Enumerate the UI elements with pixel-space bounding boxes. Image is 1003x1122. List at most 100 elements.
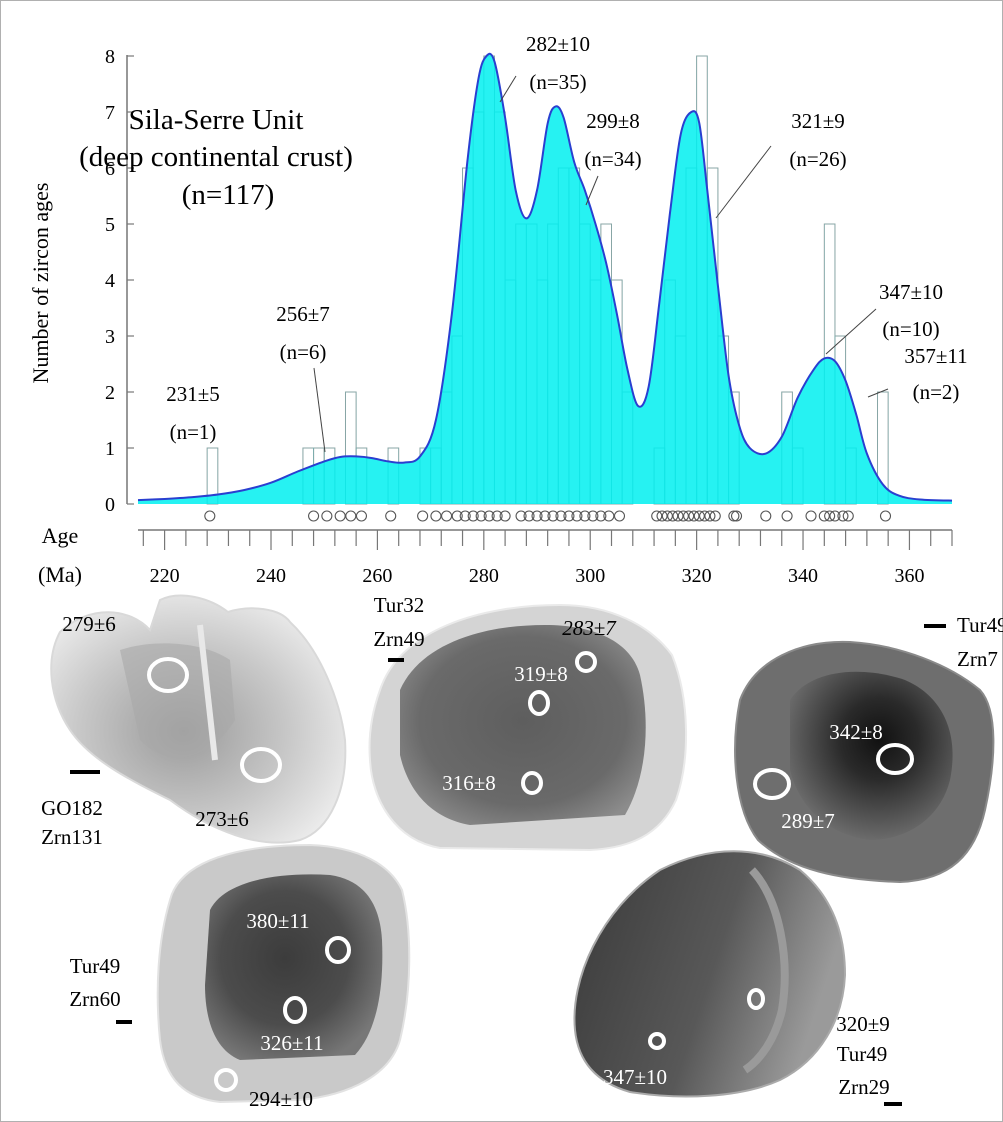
y-ticks: 0 1 2 3 4 5 6 7 8 (105, 46, 134, 516)
age-dot (547, 510, 559, 522)
age-dot (515, 510, 527, 522)
age-dot (385, 510, 397, 522)
y-tick-label: 1 (105, 438, 115, 460)
age-dot (781, 510, 793, 522)
analysis-spot (283, 996, 307, 1024)
analysis-spot (753, 768, 791, 800)
age-dot (531, 510, 543, 522)
age-dot (523, 510, 535, 522)
spot-age-label: 316±8 (442, 771, 496, 795)
x-ticks: 220 240 260 280 300 320 340 360 (142, 530, 953, 587)
age-dot (595, 510, 607, 522)
x-tick-label: 220 (150, 565, 180, 587)
peak-label-value: 256±7 (276, 302, 330, 326)
peak-annotations: 231±5 (n=1) 256±7 (n=6) 282±10 (n=35) 29… (166, 32, 968, 453)
peak-leader-line (499, 75, 517, 103)
peak-label-n: (n=26) (789, 147, 846, 171)
sample-label: Tur49 (957, 613, 1003, 637)
peak-label-n: (n=1) (170, 420, 217, 444)
sample-label: Tur49 (70, 954, 121, 978)
age-dot (818, 510, 830, 522)
analysis-spot (876, 743, 914, 775)
age-dot (499, 510, 511, 522)
age-dot (688, 510, 700, 522)
analysis-spot (575, 651, 597, 673)
spot-age-label: 347±10 (603, 1065, 667, 1089)
age-dot (829, 510, 841, 522)
x-tick-label: 300 (575, 565, 605, 587)
zircon-grain-images: 279±6 273±6 GO182 Zrn131 283±7 319±8 316… (41, 593, 1003, 1111)
grain-label: Zrn7 (957, 647, 998, 671)
grain-tur32-zrn49: 283±7 319±8 316±8 Tur32 Zrn49 (368, 593, 688, 852)
peak-label-n: (n=2) (913, 380, 960, 404)
age-dot (805, 510, 817, 522)
x-tick-label: 280 (469, 565, 499, 587)
age-dot (579, 510, 591, 522)
age-dot (730, 510, 743, 522)
sample-label: Tur49 (837, 1042, 888, 1066)
age-dot (603, 510, 615, 522)
peak-label-value: 347±10 (879, 280, 943, 304)
age-dot (667, 510, 679, 522)
grain-core-zone (205, 874, 383, 1060)
chart-title-line3: (n=117) (182, 179, 275, 211)
age-dot (704, 510, 716, 522)
x-tick-label: 360 (894, 565, 924, 587)
y-tick-label: 0 (105, 494, 115, 516)
y-axis-label: Number of zircon ages (28, 183, 53, 384)
peak-label-value: 299±8 (586, 109, 640, 133)
x-axis-label-line2: (Ma) (38, 562, 82, 587)
chart-title-line1: Sila-Serre Unit (129, 104, 304, 136)
y-tick-label: 2 (105, 382, 115, 404)
spot-age-label: 320±9 (836, 1012, 890, 1036)
spot-age-label: 294±10 (249, 1087, 313, 1111)
age-dot (441, 510, 453, 522)
peak-leader-line (313, 367, 326, 453)
density-curve-line (137, 52, 953, 502)
age-dot (451, 510, 463, 522)
spot-age-label: 380±11 (246, 909, 309, 933)
y-tick-label: 8 (105, 46, 115, 68)
chart-title: Sila-Serre Unit (deep continental crust)… (79, 104, 353, 211)
analysis-spot (521, 771, 543, 795)
peak-label-n: (n=10) (882, 317, 939, 341)
grain-label: Zrn49 (373, 627, 424, 651)
spot-age-label: 319±8 (514, 662, 568, 686)
analysis-spot (214, 1068, 238, 1092)
x-tick-label: 240 (256, 565, 286, 587)
age-dot (555, 510, 567, 522)
age-dot (321, 510, 333, 522)
peak-leader-line (825, 308, 877, 355)
age-dot (475, 510, 487, 522)
x-axis-label-line1: Age (42, 523, 79, 548)
peak-annotation-357: 357±11 (n=2) (867, 344, 968, 404)
y-tick-label: 7 (105, 102, 115, 124)
grain-zone-band (742, 867, 789, 1074)
age-dot (879, 510, 892, 522)
peak-leader-line (867, 388, 889, 398)
grain-crack (197, 624, 218, 761)
age-dot (837, 510, 849, 522)
age-dot (613, 510, 626, 522)
age-dot (709, 510, 721, 522)
y-tick-label: 5 (105, 214, 115, 236)
age-dot (345, 510, 357, 522)
grain-label: Zrn131 (41, 825, 103, 849)
peak-annotation-299: 299±8 (n=34) (584, 109, 642, 206)
y-tick-label: 6 (105, 158, 115, 180)
age-dot (491, 510, 503, 522)
age-dot (651, 510, 663, 522)
peak-label-value: 321±9 (791, 109, 845, 133)
age-dot (672, 510, 684, 522)
spot-age-label: 326±11 (260, 1031, 323, 1055)
age-dot (308, 510, 320, 522)
analysis-spot (747, 988, 765, 1010)
grain-tur49-zrn7: 342±8 289±7 Tur49 Zrn7 (734, 613, 1003, 884)
analysis-spot (325, 936, 351, 964)
age-dot (467, 510, 479, 522)
x-tick-label: 260 (362, 565, 392, 587)
analysis-spot (528, 690, 550, 716)
age-dot (656, 510, 668, 522)
peak-annotation-282: 282±10 (n=35) (499, 32, 590, 103)
